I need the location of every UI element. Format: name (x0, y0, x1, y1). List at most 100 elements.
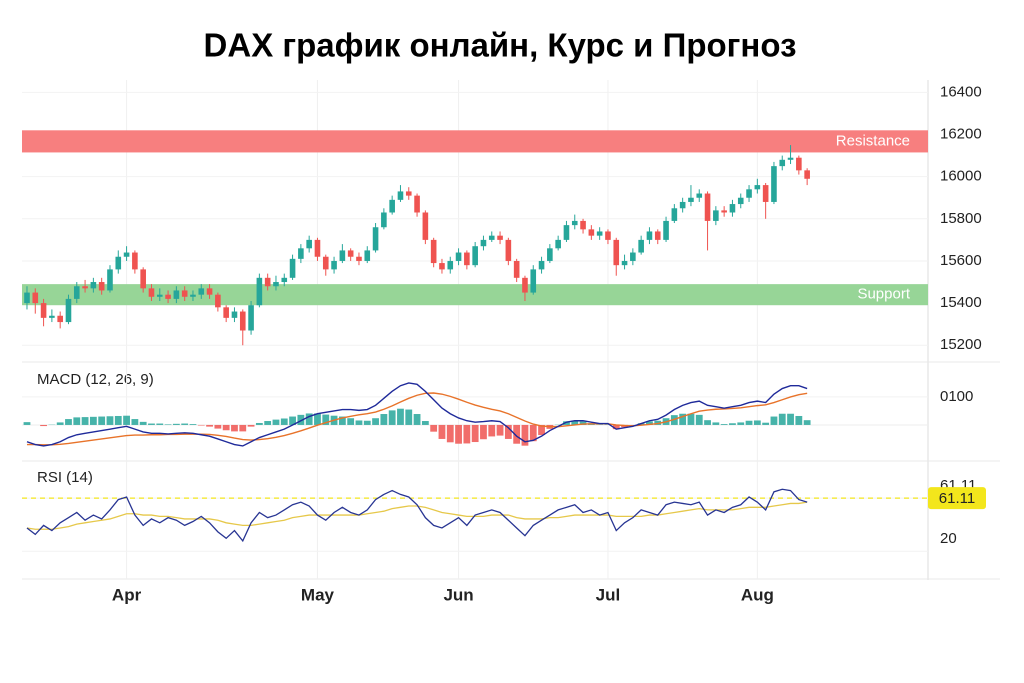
histogram-bar (795, 415, 803, 425)
candle-body (771, 166, 777, 202)
candle-body (455, 252, 462, 261)
candle-body (339, 250, 346, 261)
histogram-bar (347, 418, 355, 425)
candle-body (190, 294, 196, 297)
histogram-bar (355, 420, 363, 425)
candle-body (588, 229, 595, 236)
rsi-line (26, 488, 808, 543)
candle-body (605, 231, 611, 240)
histogram-bar (679, 413, 687, 425)
candle-body (547, 248, 553, 261)
candle-body (289, 258, 296, 278)
candle-body (688, 197, 694, 202)
candle-body (239, 311, 246, 331)
candle-body (646, 231, 653, 240)
candle-body (123, 252, 130, 257)
candle-body (563, 225, 570, 240)
histogram-bar (305, 413, 313, 425)
candle-body (40, 303, 47, 318)
candle-body (721, 210, 727, 213)
candle-body (32, 292, 39, 304)
histogram-bar (704, 420, 711, 425)
histogram-bar (363, 420, 371, 425)
histogram-bar (413, 414, 421, 425)
candle-body (198, 288, 205, 295)
candle-body (613, 239, 620, 266)
candle-body (580, 220, 586, 230)
histogram-bar (280, 418, 288, 425)
candle-body (405, 191, 412, 196)
histogram-bar (322, 414, 330, 425)
candle-body (273, 282, 279, 287)
y-tick-label: 20 (940, 530, 957, 547)
x-tick-label: Jun (443, 585, 473, 604)
candle-body (555, 239, 561, 249)
histogram-bar (480, 424, 487, 440)
candle-body (215, 294, 221, 308)
candle-body (148, 288, 155, 297)
histogram-bar (214, 424, 222, 429)
candle-body (381, 212, 387, 228)
histogram-bar (181, 423, 189, 425)
candle-body (231, 311, 238, 318)
histogram-bar (98, 416, 106, 425)
histogram-bar (123, 415, 130, 425)
histogram-bar (571, 420, 579, 425)
candle-body (90, 282, 97, 289)
histogram-bar (737, 422, 745, 425)
histogram-bar (131, 419, 139, 425)
candle-body (464, 252, 470, 266)
histogram-bar (471, 424, 479, 443)
signal-line (26, 392, 808, 446)
candle-body (472, 246, 478, 266)
candle-body (796, 157, 802, 171)
histogram-bar (297, 414, 305, 425)
candle-body (281, 277, 288, 283)
candle-body (538, 260, 545, 270)
histogram-bar (380, 414, 388, 425)
histogram-bar (455, 424, 462, 444)
histogram-bar (612, 424, 620, 430)
histogram-bar (421, 421, 429, 425)
candle-body (696, 193, 703, 198)
histogram-bar (579, 421, 587, 425)
band-label: Resistance (836, 132, 910, 149)
candle-body (497, 235, 503, 240)
candle-body (24, 292, 30, 304)
histogram-bar (272, 419, 280, 425)
histogram-bar (695, 414, 703, 425)
histogram-bar (787, 413, 794, 425)
histogram-bar (197, 424, 205, 426)
histogram-bar (438, 424, 446, 439)
histogram-bar (388, 410, 396, 425)
x-tick-label: Jul (596, 585, 621, 604)
histogram-bar (753, 420, 761, 425)
y-tick-label: 16000 (940, 168, 982, 185)
candle-body (787, 157, 794, 160)
histogram-bar (23, 422, 31, 425)
y-tick-label: 15400 (940, 294, 982, 311)
candle-body (447, 260, 454, 270)
candle-body (306, 239, 312, 249)
level-badge (928, 487, 986, 510)
chart-title: DAX график онлайн, Курс и Прогноз (204, 27, 797, 64)
histogram-bar (106, 416, 114, 425)
y-tick-label: 15200 (940, 336, 982, 353)
histogram-bar (513, 424, 521, 444)
y-tick-label: 15600 (940, 252, 982, 269)
histogram-bar (529, 424, 537, 442)
candle-body (314, 239, 321, 257)
histogram-bar (156, 423, 164, 425)
histogram-bar (504, 424, 512, 439)
histogram-bar (40, 424, 47, 427)
candle-body (430, 239, 437, 264)
histogram-bar (372, 418, 379, 425)
candle-body (156, 294, 163, 297)
histogram-bar (397, 408, 404, 425)
x-tick-label: May (301, 585, 335, 604)
band-label: Support (857, 286, 910, 303)
histogram-bar (538, 424, 545, 436)
panel-label: RSI (14) (37, 469, 93, 486)
